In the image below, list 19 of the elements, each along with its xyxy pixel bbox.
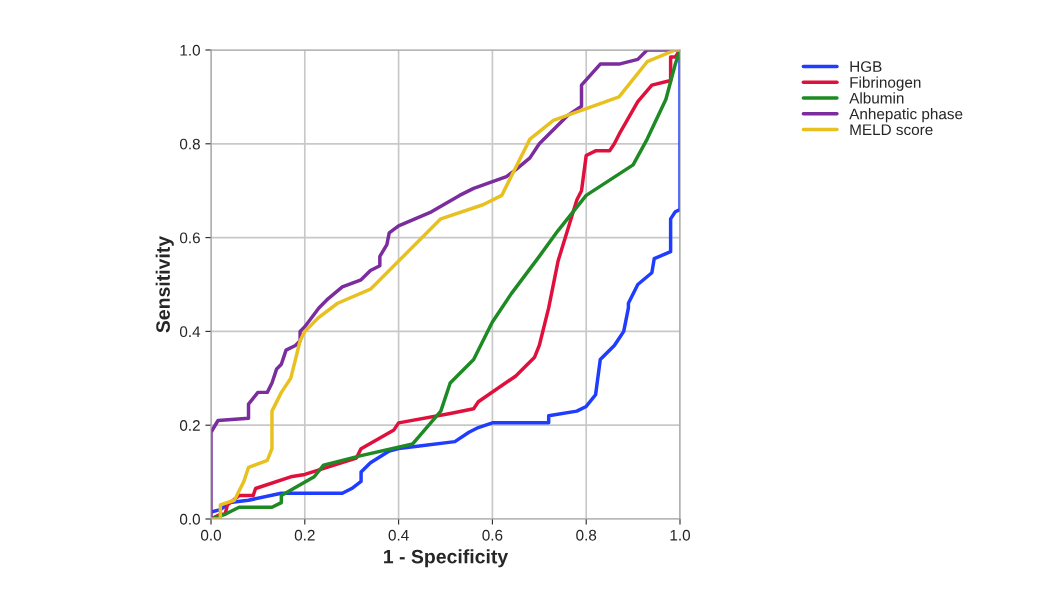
y-tick-label: 0.8 — [179, 138, 200, 150]
x-tick-label: 0.8 — [576, 529, 597, 541]
x-tick-label: 1.0 — [670, 529, 691, 541]
x-axis-title: 1 - Specificity — [384, 549, 509, 568]
x-tick-label: 0.6 — [482, 529, 503, 541]
x-tick-label: 0.2 — [294, 529, 315, 541]
x-tick-label: 0.4 — [388, 529, 409, 541]
legend-label: Fibrinogen — [850, 76, 921, 91]
legend-label: MELD score — [850, 124, 933, 136]
legend-label: Albumin — [849, 92, 904, 104]
y-tick-label: 0.2 — [179, 420, 200, 431]
legend-label: HGB — [850, 61, 882, 73]
y-tick-label: 1.0 — [180, 44, 200, 56]
y-axis-title: Sensitivity — [155, 235, 174, 333]
y-tick-label: 0.6 — [179, 232, 200, 244]
y-tick-label: 0.0 — [179, 513, 200, 525]
x-tick-label: 0.0 — [200, 529, 222, 541]
y-tick-label: 0.4 — [179, 326, 201, 338]
legend-label: Anhepatic phase — [849, 108, 963, 123]
